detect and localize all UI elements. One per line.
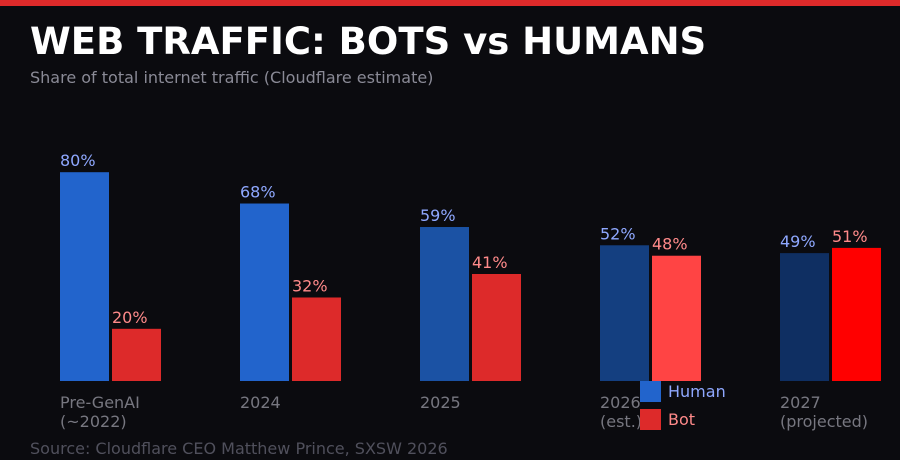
data-label-bot: 41% <box>472 253 508 272</box>
legend-label-human: Human <box>668 382 726 401</box>
data-label-bot: 51% <box>832 227 868 246</box>
data-label-human: 49% <box>780 232 816 251</box>
x-tick-label: Pre-GenAI <box>60 393 140 412</box>
bar-human <box>600 245 649 381</box>
legend-label-bot: Bot <box>668 410 695 429</box>
chart-subtitle: Share of total internet traffic (Cloudfl… <box>30 68 434 87</box>
bar-human <box>420 227 469 381</box>
bar-human <box>60 172 109 381</box>
data-label-human: 80% <box>60 151 96 170</box>
source-note: Source: Cloudflare CEO Matthew Prince, S… <box>30 439 448 458</box>
legend-swatch-bot <box>640 409 661 430</box>
data-label-human: 68% <box>240 183 276 202</box>
x-tick-label: 2025 <box>420 393 461 412</box>
bar-bot <box>292 297 341 381</box>
bar-bot <box>472 273 521 381</box>
x-tick-label: 2026 <box>600 393 641 412</box>
bar-bot <box>112 328 161 381</box>
bar-bot <box>652 255 701 381</box>
data-label-bot: 20% <box>112 308 148 327</box>
top-accent-bar <box>0 0 900 6</box>
bar-bot <box>832 247 881 381</box>
x-tick-label: 2027 <box>780 393 821 412</box>
bar-human <box>240 203 289 381</box>
data-label-bot: 48% <box>652 235 688 254</box>
chart-title: WEB TRAFFIC: BOTS vs HUMANS <box>30 20 707 63</box>
x-tick-label: (projected) <box>780 412 868 431</box>
data-label-human: 52% <box>600 224 636 243</box>
data-label-bot: 32% <box>292 276 328 295</box>
x-tick-label: (~2022) <box>60 412 127 431</box>
data-label-human: 59% <box>420 206 456 225</box>
bar-human <box>780 253 829 381</box>
x-tick-label: 2024 <box>240 393 281 412</box>
legend-swatch-human <box>640 381 661 402</box>
x-tick-label: (est.) <box>600 412 642 431</box>
